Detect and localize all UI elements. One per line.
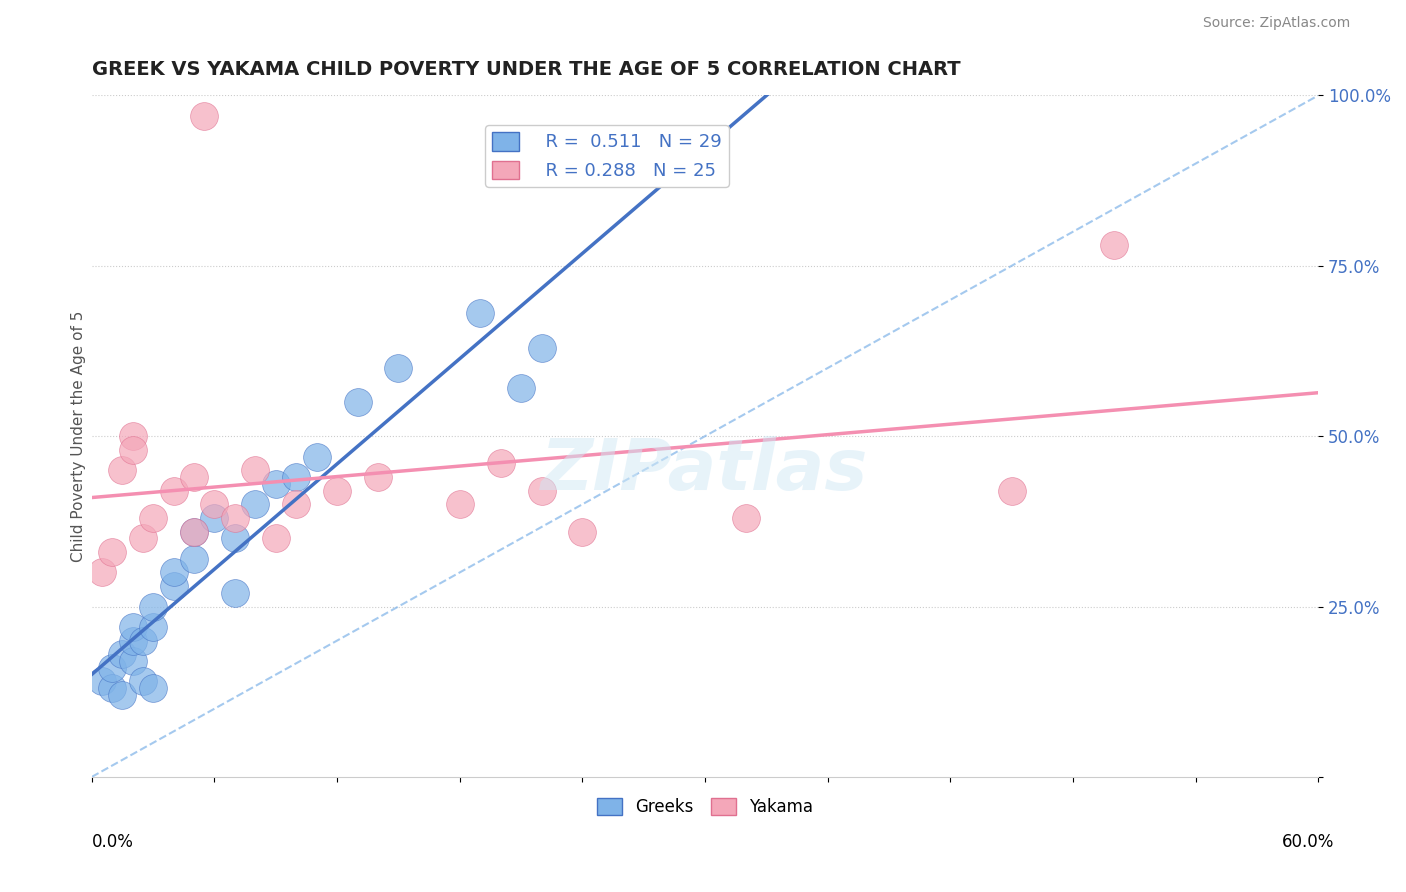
Point xyxy=(285,470,308,484)
Point xyxy=(101,681,124,696)
Point xyxy=(245,463,267,477)
Point xyxy=(101,545,124,559)
Point xyxy=(264,476,287,491)
Point xyxy=(142,511,165,525)
Point xyxy=(326,483,349,498)
Point xyxy=(111,463,134,477)
Point xyxy=(510,381,533,395)
Point xyxy=(91,674,114,689)
Point xyxy=(183,524,205,539)
Text: Source: ZipAtlas.com: Source: ZipAtlas.com xyxy=(1202,16,1350,29)
Point xyxy=(111,688,134,702)
Point xyxy=(264,532,287,546)
Point xyxy=(387,361,409,376)
Point xyxy=(735,511,758,525)
Point xyxy=(530,341,553,355)
Text: 60.0%: 60.0% xyxy=(1281,833,1334,851)
Point xyxy=(101,661,124,675)
Text: 0.0%: 0.0% xyxy=(91,833,134,851)
Point xyxy=(121,620,143,634)
Point xyxy=(571,524,593,539)
Point xyxy=(132,674,155,689)
Point xyxy=(142,599,165,614)
Point xyxy=(183,470,205,484)
Point xyxy=(142,681,165,696)
Point xyxy=(1001,483,1024,498)
Point xyxy=(162,579,184,593)
Point xyxy=(367,470,389,484)
Point xyxy=(224,511,246,525)
Point xyxy=(530,483,553,498)
Point xyxy=(162,566,184,580)
Point xyxy=(132,532,155,546)
Point xyxy=(121,654,143,668)
Point xyxy=(121,429,143,443)
Point xyxy=(132,633,155,648)
Text: ZIPatlas: ZIPatlas xyxy=(541,435,869,505)
Point xyxy=(142,620,165,634)
Point xyxy=(470,306,492,320)
Point xyxy=(183,524,205,539)
Point xyxy=(245,497,267,511)
Legend: Greeks, Yakama: Greeks, Yakama xyxy=(591,791,820,823)
Point xyxy=(305,450,328,464)
Point xyxy=(285,497,308,511)
Point xyxy=(449,497,471,511)
Point xyxy=(224,532,246,546)
Point xyxy=(91,566,114,580)
Point xyxy=(204,511,226,525)
Point xyxy=(111,647,134,661)
Point xyxy=(183,551,205,566)
Point xyxy=(489,457,512,471)
Point xyxy=(121,442,143,457)
Y-axis label: Child Poverty Under the Age of 5: Child Poverty Under the Age of 5 xyxy=(72,310,86,562)
Point xyxy=(346,395,368,409)
Point xyxy=(1102,238,1125,252)
Point xyxy=(121,633,143,648)
Point xyxy=(162,483,184,498)
Text: GREEK VS YAKAMA CHILD POVERTY UNDER THE AGE OF 5 CORRELATION CHART: GREEK VS YAKAMA CHILD POVERTY UNDER THE … xyxy=(91,60,960,78)
Point xyxy=(224,586,246,600)
Point xyxy=(204,497,226,511)
Point xyxy=(193,109,215,123)
